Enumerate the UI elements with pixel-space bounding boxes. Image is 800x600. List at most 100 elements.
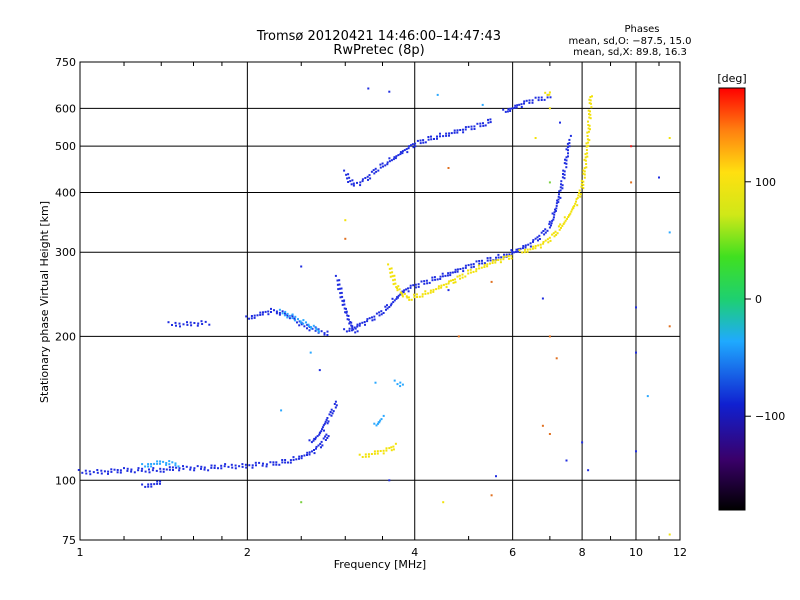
data-point xyxy=(558,193,560,196)
phase-stats-o: mean, sd,O: −87.5, 15.0 xyxy=(569,36,692,47)
data-point xyxy=(414,283,417,286)
data-point xyxy=(334,400,337,403)
y-tick-label: 75 xyxy=(62,534,76,547)
data-point xyxy=(244,463,247,466)
data-point xyxy=(341,295,344,298)
data-point xyxy=(587,141,590,144)
data-point xyxy=(150,463,153,465)
plot-frame xyxy=(79,61,681,541)
data-point xyxy=(511,253,513,256)
data-point xyxy=(417,283,420,286)
data-point xyxy=(491,259,494,262)
data-point xyxy=(470,263,473,266)
data-point xyxy=(668,533,671,536)
data-point xyxy=(339,296,342,299)
data-point xyxy=(552,232,555,235)
data-point xyxy=(424,141,427,144)
data-point xyxy=(422,141,425,144)
data-point xyxy=(529,248,532,251)
data-point xyxy=(317,330,320,333)
data-point xyxy=(344,311,347,314)
data-point xyxy=(456,270,459,273)
data-point xyxy=(589,117,592,120)
data-point xyxy=(291,317,294,320)
data-point xyxy=(326,422,329,425)
data-point xyxy=(380,418,383,421)
data-point xyxy=(527,243,530,246)
data-point xyxy=(347,181,350,183)
data-point xyxy=(508,253,511,256)
y-tick-label: 100 xyxy=(55,474,76,487)
data-point xyxy=(380,310,383,313)
data-point xyxy=(403,149,406,152)
data-point xyxy=(429,289,432,292)
data-point xyxy=(392,279,395,282)
data-point xyxy=(436,93,439,96)
data-point xyxy=(563,170,566,173)
data-point xyxy=(306,451,309,454)
data-point xyxy=(476,122,479,125)
data-point xyxy=(358,322,361,325)
data-point xyxy=(390,446,393,449)
data-point xyxy=(278,463,281,466)
data-point xyxy=(313,449,315,451)
data-point xyxy=(420,280,423,283)
data-point xyxy=(487,118,489,121)
data-point xyxy=(147,465,150,468)
data-point xyxy=(361,321,364,324)
data-point xyxy=(178,467,181,470)
data-point xyxy=(302,322,305,325)
data-point xyxy=(454,281,457,284)
data-point xyxy=(583,170,586,173)
data-point xyxy=(576,196,579,199)
data-point xyxy=(321,426,324,429)
data-point xyxy=(300,323,303,326)
data-point xyxy=(308,453,311,456)
data-point xyxy=(88,470,91,473)
data-point xyxy=(286,316,289,319)
data-point xyxy=(444,274,447,277)
data-point xyxy=(559,189,562,192)
data-point xyxy=(374,167,377,170)
data-point xyxy=(324,439,327,441)
data-point xyxy=(510,257,513,260)
data-point xyxy=(549,96,552,99)
data-point xyxy=(537,244,540,247)
data-point xyxy=(406,296,409,299)
data-point xyxy=(241,463,244,466)
data-point xyxy=(541,297,544,300)
data-point xyxy=(175,466,178,469)
data-point xyxy=(470,128,473,131)
data-point xyxy=(553,235,556,238)
data-point xyxy=(445,132,448,135)
data-point xyxy=(397,294,400,297)
data-point xyxy=(373,172,376,175)
data-point xyxy=(388,160,391,163)
data-point xyxy=(381,162,384,165)
data-point xyxy=(461,276,464,279)
data-point xyxy=(522,245,525,247)
data-point xyxy=(331,412,334,415)
data-point xyxy=(354,327,357,330)
data-point xyxy=(405,288,408,291)
data-point xyxy=(336,279,339,282)
data-point xyxy=(540,99,543,101)
data-point xyxy=(502,258,505,261)
data-point xyxy=(431,279,434,282)
data-point xyxy=(269,461,272,464)
data-point xyxy=(510,254,513,257)
data-point xyxy=(368,317,371,320)
data-point xyxy=(137,469,140,472)
data-point xyxy=(462,270,465,273)
data-point xyxy=(370,170,373,173)
data-point xyxy=(253,314,256,317)
data-point xyxy=(107,470,110,473)
data-point xyxy=(423,282,426,285)
data-point xyxy=(401,294,404,297)
data-point xyxy=(391,275,394,278)
data-point xyxy=(484,124,487,127)
data-point xyxy=(302,319,305,322)
data-point xyxy=(204,320,207,323)
data-point xyxy=(494,259,497,262)
data-point xyxy=(519,247,522,250)
